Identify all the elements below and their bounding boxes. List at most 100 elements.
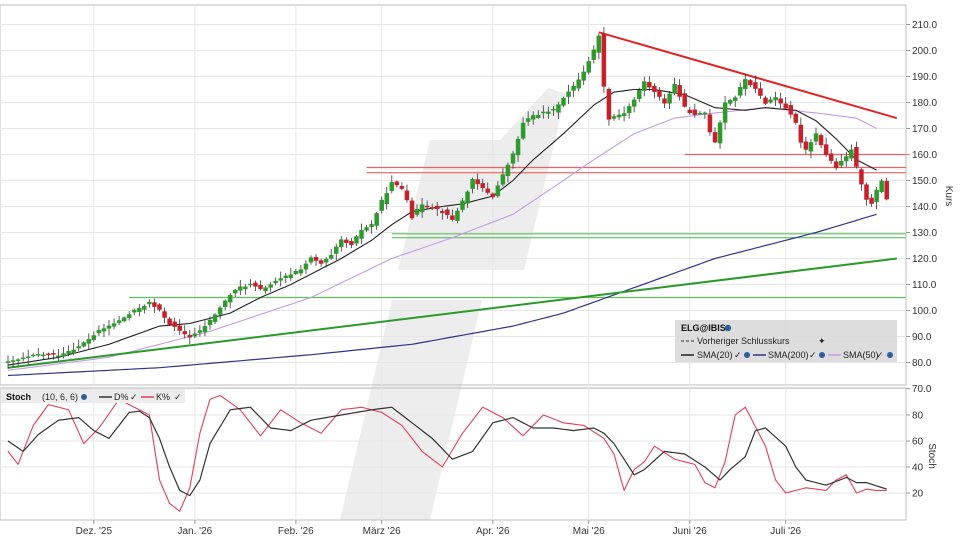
candle-up [328, 254, 334, 259]
candle-up [308, 257, 314, 263]
price-tick-label: 190.0 [912, 72, 937, 83]
sma200-check-icon[interactable]: ✓ [809, 350, 817, 360]
candle-up [369, 224, 374, 227]
candlesticks [5, 27, 889, 369]
price-tick-label: 110.0 [912, 280, 937, 291]
candle-down [788, 105, 793, 115]
candle-down [712, 132, 718, 143]
candle-up [263, 287, 268, 292]
candle-up [642, 81, 647, 91]
candle-down [707, 114, 713, 133]
uptrend-line [7, 257, 897, 369]
candle-up [101, 328, 107, 332]
stoch-y-axis-label: Stoch [926, 443, 937, 469]
stoch-globe-icon[interactable] [81, 394, 87, 400]
stoch-lines [7, 394, 887, 512]
candle-up [626, 106, 632, 114]
candle-up [732, 97, 738, 101]
moving-averages [7, 88, 877, 377]
candle-down [859, 169, 864, 185]
candle-down [485, 188, 490, 193]
candle-up [813, 133, 819, 142]
candle-up [288, 274, 294, 279]
candle-up [414, 208, 420, 215]
sma200-line [7, 213, 877, 377]
candle-up [596, 35, 602, 53]
candle-down [682, 93, 687, 107]
candle-down [177, 325, 182, 331]
candle-up [495, 185, 501, 197]
k-check-icon[interactable]: ✓ [174, 392, 182, 402]
eye-icon[interactable]: ✦ [818, 336, 826, 346]
candle-up [546, 111, 551, 114]
candle-up [722, 102, 728, 123]
stoch-tick-label: 20 [912, 489, 924, 500]
candle-up [566, 91, 571, 97]
price-tick-label: 120.0 [912, 254, 937, 265]
candle-down [778, 98, 783, 104]
globe-icon[interactable] [724, 324, 732, 332]
candle-down [793, 113, 799, 123]
candle-up [460, 200, 465, 210]
candle-up [697, 113, 703, 115]
sma50-check-icon[interactable]: ✓ [876, 350, 884, 360]
candle-down [51, 353, 56, 355]
candle-down [854, 146, 859, 167]
candle-down [167, 318, 172, 325]
candle-up [71, 349, 76, 354]
candle-up [25, 356, 31, 358]
candle-up [773, 97, 778, 101]
candle-up [137, 307, 142, 312]
stoch-d-line [7, 406, 887, 497]
candle-down [657, 90, 662, 97]
price-tick-label: 70.0 [912, 384, 932, 395]
sma200-globe-icon[interactable] [819, 352, 825, 358]
candle-up [874, 189, 879, 203]
candle-up [515, 138, 521, 156]
candle-up [217, 307, 223, 315]
candle-up [142, 305, 147, 310]
candle-up [667, 93, 672, 104]
candle-down [869, 197, 874, 204]
candle-up [15, 359, 21, 361]
candle-up [808, 142, 814, 152]
candle-up [591, 49, 597, 60]
candle-down [409, 200, 415, 219]
candle-up [126, 314, 132, 319]
sma20-check-icon[interactable]: ✓ [734, 350, 742, 360]
stoch-tick-label: 40 [912, 463, 924, 474]
sma20-globe-icon[interactable] [744, 352, 750, 358]
sma20-line [7, 88, 877, 366]
candle-up [61, 353, 66, 357]
candle-down [394, 181, 400, 186]
candle-up [273, 280, 278, 284]
candle-down [445, 209, 450, 215]
stoch-panel [0, 387, 907, 521]
candle-up [10, 360, 16, 362]
candle-up [222, 300, 228, 308]
candle-down [162, 311, 167, 318]
legend-sma20: SMA(20) [697, 350, 733, 360]
candle-up [248, 283, 253, 286]
candle-down [758, 88, 763, 96]
candle-up [339, 239, 344, 248]
candle-up [192, 333, 198, 337]
candle-up [76, 346, 81, 349]
candle-up [586, 61, 591, 73]
sma50-globe-icon[interactable] [887, 352, 893, 358]
candle-down [833, 161, 839, 169]
candle-up [379, 199, 384, 211]
d-check-icon[interactable]: ✓ [130, 392, 138, 402]
candle-up [238, 286, 243, 291]
candle-down [606, 89, 612, 120]
price-tick-label: 140.0 [912, 202, 937, 213]
legend-d: D% [114, 392, 129, 402]
legend-prev-close: Vorheriger Schlusskurs [697, 336, 790, 346]
price-tick-label: 80.0 [912, 358, 932, 369]
candle-up [470, 179, 475, 189]
candle-down [818, 135, 824, 146]
price-tick-label: 130.0 [912, 228, 937, 239]
candle-down [152, 302, 157, 307]
candle-down [182, 331, 187, 335]
candle-up [81, 342, 86, 347]
